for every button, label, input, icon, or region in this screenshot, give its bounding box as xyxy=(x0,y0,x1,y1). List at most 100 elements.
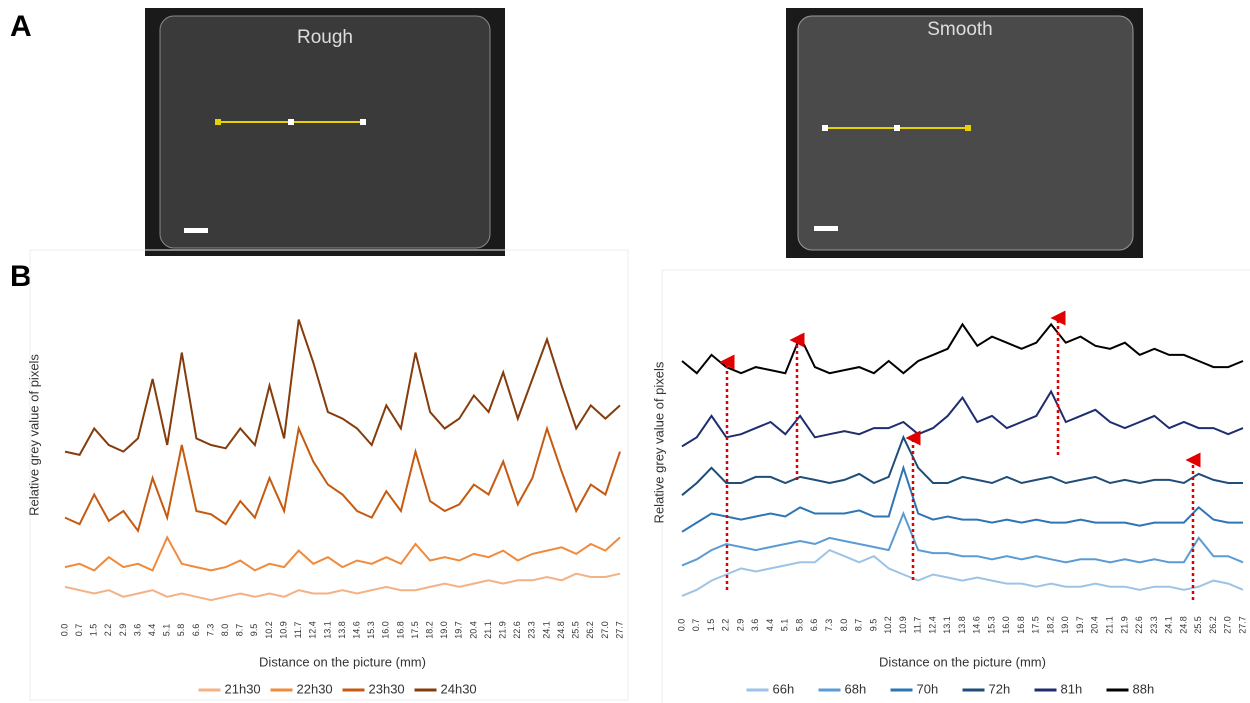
y-axis-label: Relative grey value of pixels xyxy=(26,354,41,516)
photo-sample xyxy=(797,15,1134,251)
plot-frame xyxy=(661,269,1250,703)
x-tick-label: 13.8 xyxy=(337,621,347,639)
x-tick-label: 24.8 xyxy=(1178,616,1188,634)
x-tick-label: 16.8 xyxy=(395,621,405,639)
x-tick-label: 6.6 xyxy=(809,619,819,632)
x-tick-label: 6.6 xyxy=(191,624,201,637)
x-tick-label: 24.1 xyxy=(1164,616,1174,634)
x-tick-label: 27.0 xyxy=(1223,616,1233,634)
x-tick-label: 11.7 xyxy=(293,622,303,639)
x-tick-label: 10.2 xyxy=(883,616,893,634)
plot-frame xyxy=(29,249,629,701)
x-tick-label: 12.4 xyxy=(308,621,318,639)
series-line xyxy=(681,434,1243,496)
legend-label: 88h xyxy=(1133,681,1155,696)
x-tick-label: 11.7 xyxy=(913,617,923,634)
x-tick-label: 4.4 xyxy=(765,619,775,632)
x-tick-label: 14.6 xyxy=(351,621,361,639)
x-tick-label: 16.8 xyxy=(1016,616,1026,634)
x-tick-label: 26.2 xyxy=(585,621,595,639)
x-tick-label: 19.0 xyxy=(439,621,449,639)
x-tick-label: 16.0 xyxy=(381,621,391,639)
handle xyxy=(965,125,971,131)
handle xyxy=(288,119,294,125)
x-tick-label: 23.3 xyxy=(527,621,537,639)
x-tick-label: 2.2 xyxy=(721,619,731,632)
legend-label: 66h xyxy=(773,681,795,696)
x-tick-label: 18.2 xyxy=(425,621,435,639)
x-tick-label: 17.5 xyxy=(1031,616,1041,634)
x-tick-label: 5.1 xyxy=(162,624,172,637)
panel-label: A xyxy=(10,10,32,43)
legend-label: 22h30 xyxy=(297,681,333,696)
handle xyxy=(822,125,828,131)
x-tick-label: 22.6 xyxy=(1134,616,1144,634)
x-tick-label: 10.2 xyxy=(264,621,274,639)
legend-label: 81h xyxy=(1061,681,1083,696)
x-tick-label: 1.5 xyxy=(706,619,716,632)
x-tick-label: 5.8 xyxy=(176,624,186,637)
x-tick-label: 0.7 xyxy=(691,619,701,632)
photo-caption: Rough xyxy=(297,27,353,48)
series-line xyxy=(681,548,1244,597)
x-axis-label: Distance on the picture (mm) xyxy=(879,654,1046,669)
x-tick-label: 24.1 xyxy=(541,621,551,639)
x-tick-label: 10.9 xyxy=(278,621,288,639)
x-tick-label: 19.7 xyxy=(454,621,464,639)
scale-bar xyxy=(814,226,838,231)
handle xyxy=(215,119,221,125)
handle xyxy=(360,119,366,125)
x-tick-label: 8.0 xyxy=(220,624,230,637)
x-tick-label: 13.8 xyxy=(957,616,967,634)
x-tick-label: 21.9 xyxy=(1119,616,1129,634)
x-tick-label: 3.6 xyxy=(750,619,760,632)
x-tick-label: 16.0 xyxy=(1001,616,1011,634)
x-tick-label: 21.1 xyxy=(483,621,493,639)
x-tick-label: 13.1 xyxy=(942,616,952,634)
series-line xyxy=(64,319,621,457)
x-tick-label: 12.4 xyxy=(927,616,937,634)
x-tick-label: 1.5 xyxy=(89,624,99,637)
x-tick-label: 27.7 xyxy=(1237,616,1247,634)
x-tick-label: 2.9 xyxy=(735,619,745,632)
x-tick-label: 0.7 xyxy=(74,624,84,637)
series-line xyxy=(681,389,1244,448)
x-tick-label: 23.3 xyxy=(1149,616,1159,634)
photo-caption: Smooth xyxy=(927,19,992,40)
x-tick-label: 3.6 xyxy=(132,624,142,637)
x-tick-label: 2.9 xyxy=(118,624,128,637)
x-tick-label: 27.7 xyxy=(614,621,624,639)
x-tick-label: 7.3 xyxy=(205,624,215,637)
x-tick-label: 7.3 xyxy=(824,619,834,632)
series-line xyxy=(64,572,621,602)
x-tick-label: 18.2 xyxy=(1045,616,1055,634)
scale-bar xyxy=(184,228,208,233)
photo-sample xyxy=(159,15,491,249)
panel-label: B xyxy=(10,260,32,293)
x-tick-label: 8.7 xyxy=(235,624,245,637)
x-tick-label: 0.0 xyxy=(676,619,686,632)
x-tick-label: 20.4 xyxy=(1090,616,1100,634)
x-tick-label: 5.1 xyxy=(780,619,790,632)
x-tick-label: 4.4 xyxy=(147,624,157,637)
series-line xyxy=(681,464,1243,533)
legend-label: 23h30 xyxy=(369,681,405,696)
series-line xyxy=(681,510,1244,567)
x-tick-label: 2.2 xyxy=(103,624,113,637)
x-tick-label: 27.0 xyxy=(600,621,610,639)
x-tick-label: 25.5 xyxy=(571,621,581,639)
x-tick-label: 9.5 xyxy=(249,624,259,637)
legend-label: 21h30 xyxy=(225,681,261,696)
x-tick-label: 24.8 xyxy=(556,621,566,639)
x-tick-label: 9.5 xyxy=(868,619,878,632)
legend-label: 24h30 xyxy=(441,681,477,696)
handle xyxy=(894,125,900,131)
x-tick-label: 19.7 xyxy=(1075,616,1085,634)
x-tick-label: 14.6 xyxy=(972,616,982,634)
x-tick-label: 10.9 xyxy=(898,616,908,634)
x-tick-label: 20.4 xyxy=(468,621,478,639)
x-tick-label: 15.3 xyxy=(986,616,996,634)
series-line xyxy=(64,425,621,534)
x-tick-label: 25.5 xyxy=(1193,616,1203,634)
